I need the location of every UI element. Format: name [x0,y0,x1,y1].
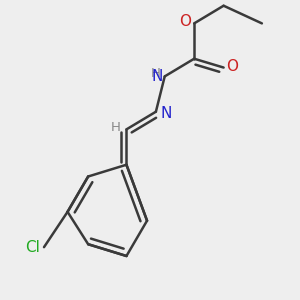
Text: N: N [152,69,163,84]
Text: H: H [150,67,160,80]
Text: N: N [160,106,172,121]
Text: O: O [226,58,238,74]
Text: O: O [179,14,191,29]
Text: Cl: Cl [25,240,40,255]
Text: H: H [111,122,121,134]
